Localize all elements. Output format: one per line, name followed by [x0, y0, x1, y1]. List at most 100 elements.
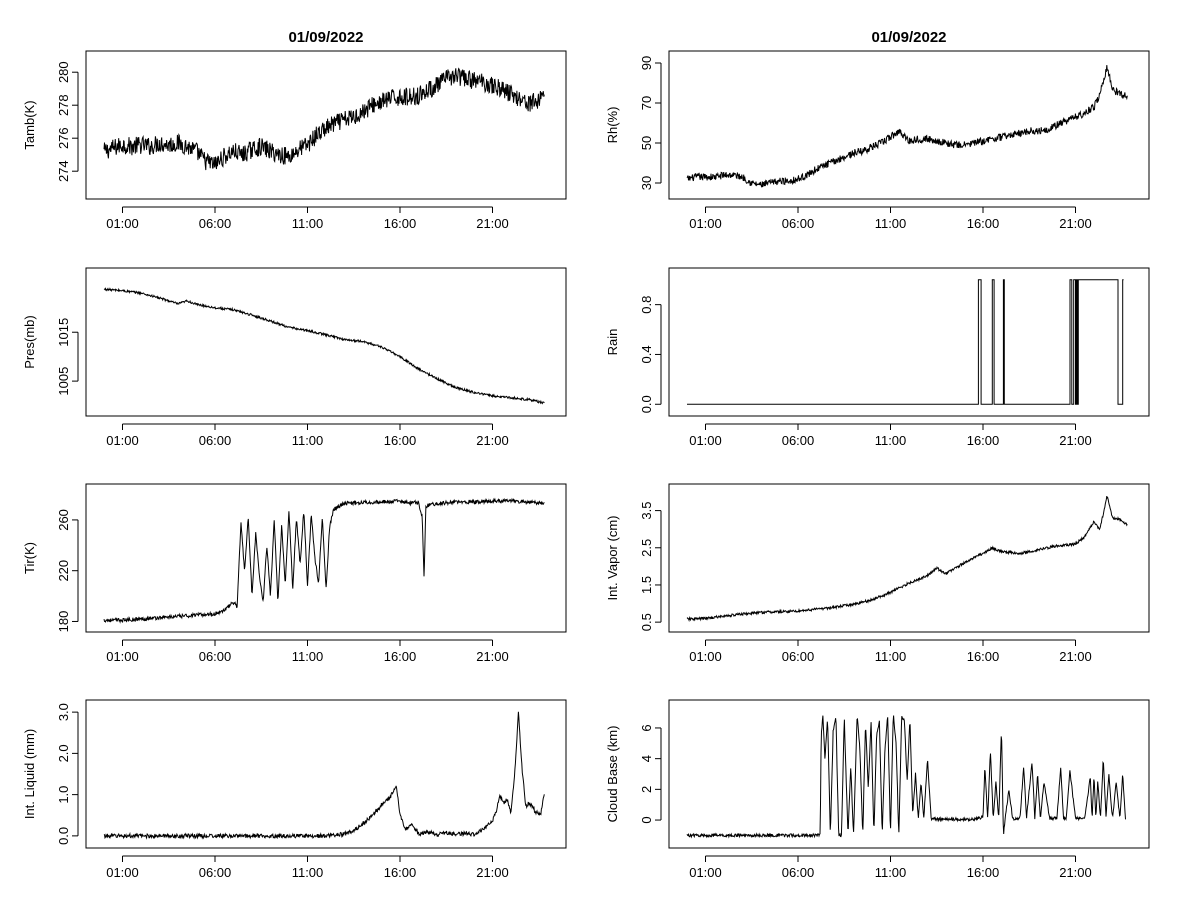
y-tick-label: 2.5: [639, 539, 654, 557]
plot-frame: [668, 50, 1150, 200]
x-tick-label: 21:00: [1059, 433, 1092, 448]
series-line: [686, 715, 1126, 839]
x-tick-label: 16:00: [967, 216, 1000, 231]
y-tick-label: 4: [639, 755, 654, 762]
x-tick-label: 06:00: [199, 433, 232, 448]
y-tick-label: 1.5: [639, 576, 654, 594]
y-tick-label: 278: [56, 94, 71, 116]
y-tick-label: 220: [56, 560, 71, 582]
x-tick-label: 01:00: [689, 649, 722, 664]
x-tick-label: 11:00: [875, 649, 907, 664]
x-tick-label: 11:00: [875, 216, 907, 231]
plot-frame: [668, 699, 1150, 849]
x-tick-label: 11:00: [292, 216, 324, 231]
x-tick-label: 01:00: [689, 865, 722, 880]
y-tick-label: 30: [639, 176, 654, 190]
y-tick-label: 2: [639, 786, 654, 793]
plot-frame: [668, 267, 1150, 417]
plot-frame: [85, 483, 567, 633]
x-tick-label: 11:00: [875, 433, 907, 448]
y-tick-label: 3.0: [56, 703, 71, 721]
panel-6: 01:00 06:00 11:00 16:00 21:00 0.5 1.5 2.5 3.5 Int…: [605, 483, 1150, 664]
x-tick-label: 01:00: [106, 216, 139, 231]
plot-frame: [85, 267, 567, 417]
x-tick-label: 21:00: [476, 216, 509, 231]
y-axis-label: Int. Vapor (cm): [605, 515, 620, 600]
series-line: [103, 497, 545, 624]
y-axis-label: Int. Liquid (mm): [22, 729, 37, 819]
y-tick-label: 276: [56, 127, 71, 149]
series-line: [687, 279, 1124, 405]
x-tick-label: 06:00: [199, 649, 232, 664]
series-line: [686, 65, 1128, 188]
panel-2: 01/09/2022 01:00 06:00 11:00 16:00 21:00 30 50 7…: [605, 29, 1150, 231]
plot-frame: [668, 483, 1150, 633]
y-axis-label: Tamb(K): [22, 100, 37, 149]
x-tick-label: 11:00: [875, 865, 907, 880]
y-tick-label: 0.4: [639, 345, 654, 363]
y-tick-label: 274: [56, 160, 71, 182]
y-axis-label: Tir(K): [22, 542, 37, 574]
y-tick-label: 2.0: [56, 744, 71, 762]
x-tick-label: 21:00: [1059, 865, 1092, 880]
x-tick-label: 01:00: [689, 216, 722, 231]
plot-frame: [85, 699, 567, 849]
x-tick-label: 21:00: [476, 649, 509, 664]
panel-4: 01:00 06:00 11:00 16:00 21:00 0.0 0.4 0.8 Rain: [605, 267, 1150, 448]
chart-title: 01/09/2022: [871, 29, 946, 46]
y-tick-label: 0.0: [56, 827, 71, 845]
x-tick-label: 16:00: [384, 216, 417, 231]
plot-frame: [85, 50, 567, 200]
x-tick-label: 21:00: [476, 865, 509, 880]
x-tick-label: 06:00: [199, 216, 232, 231]
y-axis-label: Cloud Base (km): [605, 726, 620, 823]
y-axis-label: Pres(mb): [22, 315, 37, 368]
y-tick-label: 90: [639, 56, 654, 70]
panel-7: 01:00 06:00 11:00 16:00 21:00 0.0 1.0 2.0 3.0 Int…: [22, 699, 567, 880]
series-line: [686, 495, 1128, 623]
x-tick-label: 01:00: [689, 433, 722, 448]
panel-8: 01:00 06:00 11:00 16:00 21:00 0 2 4 6 Cloud Base …: [605, 699, 1150, 880]
x-tick-label: 21:00: [476, 433, 509, 448]
y-tick-label: 6: [639, 724, 654, 731]
x-tick-label: 21:00: [1059, 649, 1092, 664]
panel-5: 01:00 06:00 11:00 16:00 21:00 180 220 260 Tir(K): [22, 483, 567, 664]
y-tick-label: 50: [639, 136, 654, 150]
y-axis-label: Rh(%): [605, 107, 620, 144]
panel-3: 01:00 06:00 11:00 16:00 21:00 1005 1015 Pres(mb…: [22, 267, 567, 448]
y-tick-label: 70: [639, 96, 654, 110]
y-tick-label: 1015: [56, 318, 71, 347]
y-tick-label: 0.8: [639, 296, 654, 314]
x-tick-label: 06:00: [199, 865, 232, 880]
x-tick-label: 06:00: [782, 649, 815, 664]
chart-title: 01/09/2022: [288, 29, 363, 46]
x-tick-label: 01:00: [106, 433, 139, 448]
y-tick-label: 3.5: [639, 502, 654, 520]
x-tick-label: 01:00: [106, 649, 139, 664]
x-tick-label: 11:00: [292, 865, 324, 880]
y-tick-label: 1.0: [56, 786, 71, 804]
x-tick-label: 16:00: [967, 649, 1000, 664]
y-tick-label: 260: [56, 509, 71, 531]
x-tick-label: 01:00: [106, 865, 139, 880]
x-tick-label: 16:00: [384, 649, 417, 664]
x-tick-label: 11:00: [292, 433, 324, 448]
y-tick-label: 0: [639, 816, 654, 823]
series-line: [103, 67, 545, 171]
y-tick-label: 0.5: [639, 613, 654, 631]
x-tick-label: 06:00: [782, 216, 815, 231]
x-tick-label: 16:00: [967, 433, 1000, 448]
x-tick-label: 11:00: [292, 649, 324, 664]
panel-1: 01/09/2022 01:00 06:00 11:00 16:00 21:00 274 27…: [22, 29, 567, 231]
series-line: [103, 287, 545, 405]
y-tick-label: 0.0: [639, 395, 654, 413]
y-tick-label: 180: [56, 611, 71, 633]
x-tick-label: 16:00: [384, 865, 417, 880]
series-line: [103, 711, 545, 840]
x-tick-label: 16:00: [384, 433, 417, 448]
x-tick-label: 16:00: [967, 865, 1000, 880]
y-axis-label: Rain: [605, 329, 620, 356]
y-tick-label: 280: [56, 61, 71, 83]
x-tick-label: 06:00: [782, 865, 815, 880]
